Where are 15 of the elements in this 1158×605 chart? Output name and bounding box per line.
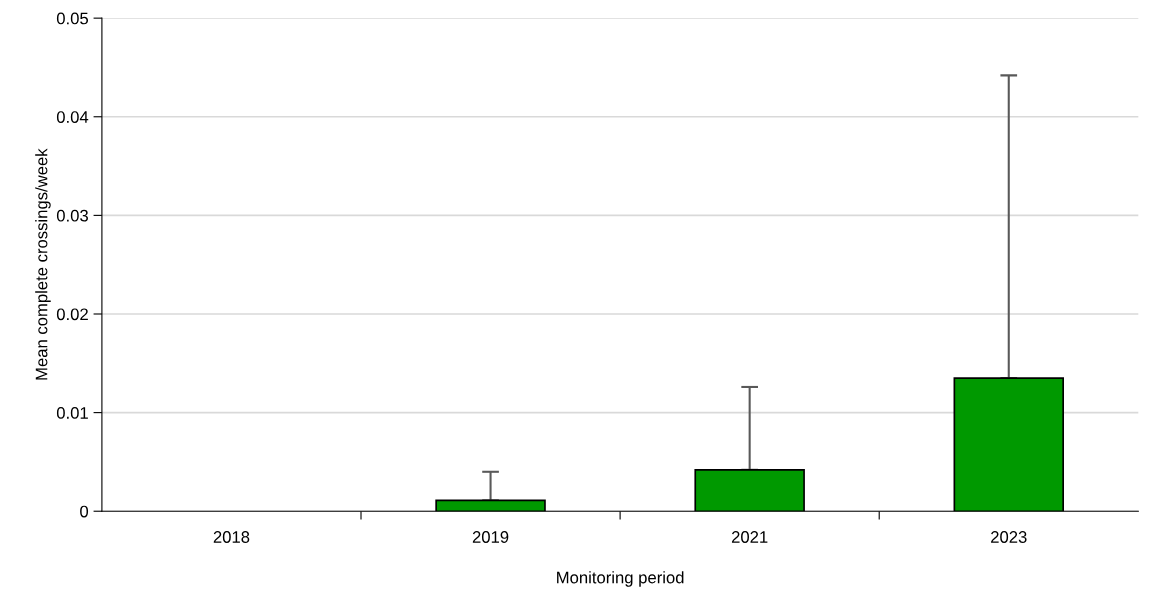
y-tick-label: 0.05 <box>56 12 89 25</box>
y-axis-title: Mean complete crossings/week <box>35 148 51 380</box>
x-tick-label: 2021 <box>731 531 768 543</box>
y-tick-label: 0.01 <box>56 407 88 419</box>
x-tick-label: 2018 <box>213 531 250 543</box>
bar <box>953 377 1065 512</box>
x-tick-label: 2023 <box>991 531 1027 543</box>
x-tick-label: 2019 <box>472 531 509 543</box>
y-tick-label: 0.02 <box>56 308 88 321</box>
y-tick-label: 0.03 <box>56 209 88 222</box>
y-tick-label: 0.04 <box>56 111 89 123</box>
y-tick-label: 0 <box>80 505 89 518</box>
bar <box>694 468 805 512</box>
bar <box>435 499 546 512</box>
x-axis-title: Monitoring period <box>557 571 684 587</box>
